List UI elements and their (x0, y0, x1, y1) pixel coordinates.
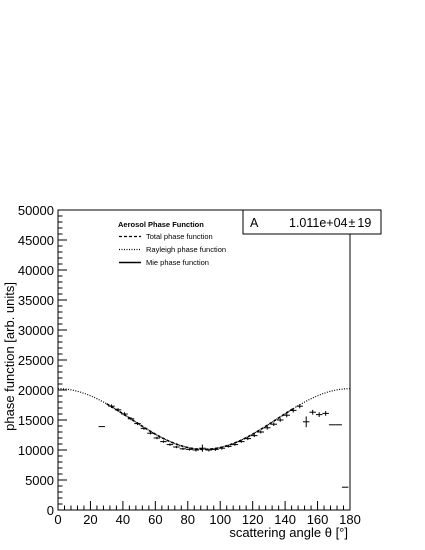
y-tick-label: 50000 (18, 203, 54, 218)
data-point (244, 437, 252, 441)
data-point (153, 436, 161, 440)
data-point (114, 408, 122, 412)
legend: Aerosol Phase Function Total phase funct… (118, 220, 226, 267)
y-tick-label: 45000 (18, 233, 54, 248)
y-tick-label: 25000 (18, 353, 54, 368)
x-tick-label: 40 (116, 512, 130, 527)
y-tick-label: 15000 (18, 413, 54, 428)
data-point (277, 418, 284, 422)
curve-dotted (57, 388, 351, 450)
data-point (160, 440, 167, 443)
axis-ticks (57, 209, 351, 511)
x-tick-label: 0 (54, 512, 61, 527)
fit-stat-box: A 1.011e+04± 19 (242, 209, 382, 235)
data-point (315, 412, 323, 417)
y-tick-label: 30000 (18, 323, 54, 338)
y-tick-label: 10000 (18, 443, 54, 458)
x-tick-label: 120 (242, 512, 264, 527)
data-point (134, 422, 141, 426)
stat-param-label: A (250, 216, 259, 230)
data-point (127, 417, 135, 421)
y-axis-title: phase function [arb. units] (2, 282, 17, 431)
y-tick-label: 5000 (25, 473, 54, 488)
data-point (296, 404, 303, 409)
legend-entry: Total phase function (119, 232, 213, 241)
data-point (186, 448, 193, 451)
data-point (302, 416, 310, 428)
data-point (225, 445, 232, 448)
y-tick-label: 0 (47, 503, 54, 518)
data-point (121, 412, 128, 416)
data-point (218, 446, 226, 450)
data-point (322, 411, 329, 416)
data-point (173, 445, 180, 449)
x-tick-label: 60 (148, 512, 162, 527)
y-tick-label: 35000 (18, 293, 54, 308)
data-point (270, 422, 277, 426)
plot-frame (57, 209, 351, 511)
data-point (309, 409, 316, 415)
legend-entry: Mie phase function (119, 258, 209, 267)
legend-label: Rayleigh phase function (146, 245, 226, 254)
data-point (289, 408, 297, 413)
data-point (238, 440, 245, 443)
data-point (205, 448, 213, 452)
y-tick-label: 20000 (18, 383, 54, 398)
legend-label: Total phase function (146, 232, 213, 241)
data-point (140, 426, 148, 430)
data-point (147, 432, 154, 435)
y-tick-labels: 0 5000 10000 15000 20000 25000 30000 35000 40000… (18, 203, 54, 518)
data-point (166, 443, 174, 446)
x-tick-label: 100 (209, 512, 231, 527)
data-point (283, 413, 290, 418)
legend-title: Aerosol Phase Function (118, 220, 204, 229)
data-point (231, 443, 239, 446)
data-point (251, 434, 258, 438)
x-axis-title: scattering angle θ [°] (229, 525, 348, 540)
y-tick-label: 40000 (18, 263, 54, 278)
x-tick-label: 140 (274, 512, 296, 527)
x-tick-label: 180 (339, 512, 361, 527)
x-tick-labels: 0 20 40 60 80 100 120 140 160 180 (54, 512, 360, 527)
data-points (98, 404, 349, 488)
stat-param-value: 1.011e+04± 19 (289, 216, 371, 230)
curve-dashed (106, 403, 294, 451)
data-point (212, 447, 219, 451)
data-point (192, 448, 200, 452)
data-point (257, 430, 265, 434)
data-point (199, 444, 206, 452)
data-point (179, 447, 187, 450)
x-tick-label: 80 (181, 512, 195, 527)
x-tick-label: 160 (307, 512, 329, 527)
x-tick-label: 20 (83, 512, 97, 527)
data-point (264, 426, 271, 430)
legend-entry: Rayleigh phase function (119, 245, 226, 254)
data-point (108, 404, 115, 408)
legend-label: Mie phase function (146, 258, 209, 267)
